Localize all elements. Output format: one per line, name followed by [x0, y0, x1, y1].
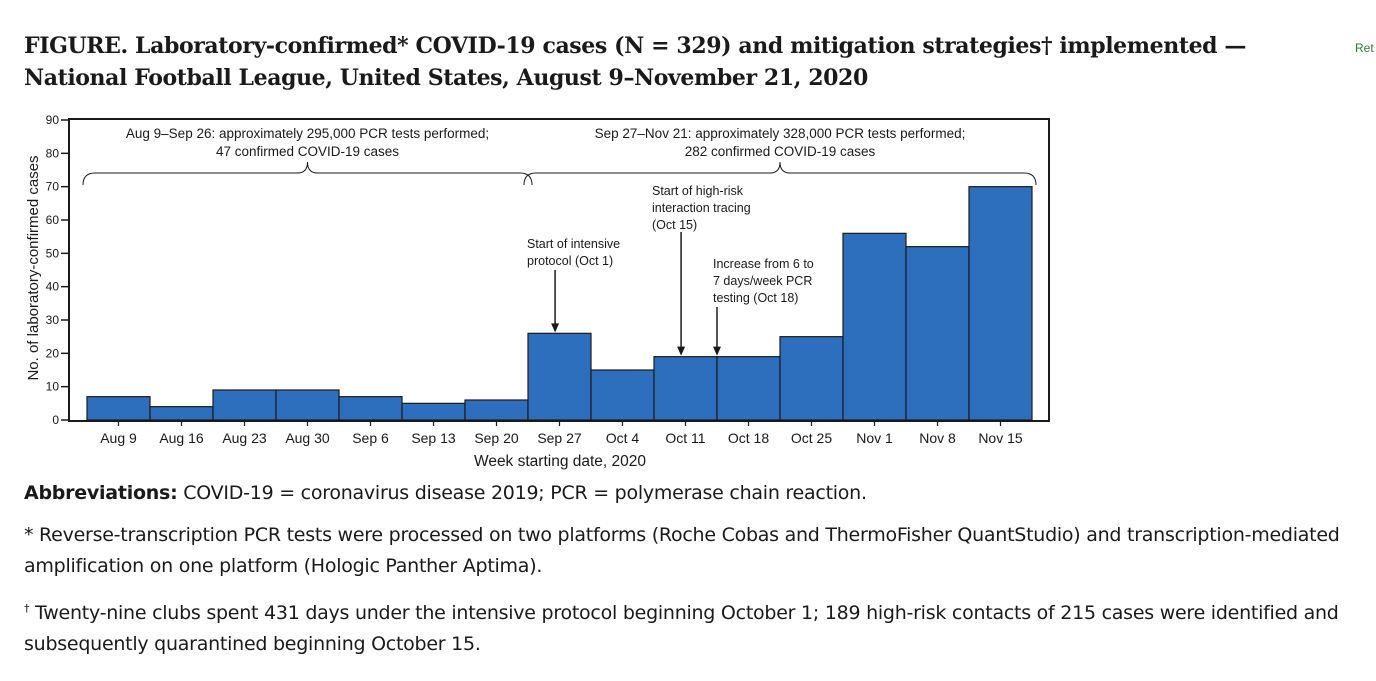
dagger-footnote: † Twenty-nine clubs spent 431 days under…	[24, 593, 1369, 661]
annotation-arrowhead-1	[551, 323, 560, 333]
bar-oct-18	[716, 356, 781, 421]
x-tick-label: Sep 20	[474, 430, 519, 446]
bar-sep-6	[338, 396, 403, 421]
period-label-line1: Sep 27–Nov 21: approximately 328,000 PCR…	[595, 126, 966, 141]
y-tick-label-60: 60	[46, 213, 60, 227]
annotation-arrowhead-2	[677, 346, 686, 356]
period-brace-2	[523, 161, 1037, 186]
dagger-symbol: †	[24, 601, 30, 615]
x-tick-label: Nov 1	[856, 430, 893, 446]
x-tick-label: Oct 25	[791, 430, 832, 446]
y-tick-label-50: 50	[46, 246, 60, 260]
x-tick-label: Aug 16	[159, 430, 204, 446]
bar-sep-27	[527, 332, 592, 421]
y-tick-label-90: 90	[46, 113, 60, 127]
asterisk-footnote: * Reverse-transcription PCR tests were p…	[24, 523, 1340, 578]
bar-aug-9	[86, 396, 151, 421]
y-tick-label-10: 10	[46, 380, 60, 394]
y-tick-label-0: 0	[52, 413, 59, 427]
x-tick-label: Sep 6	[352, 430, 389, 446]
annotation-arrowhead-3	[713, 346, 721, 356]
bar-oct-11	[653, 356, 718, 421]
period-label-line1: Aug 9–Sep 26: approximately 295,000 PCR …	[126, 126, 489, 141]
annotation-text-1: protocol (Oct 1)	[527, 254, 613, 268]
x-tick-label: Sep 27	[537, 430, 582, 446]
period-brace-1	[82, 161, 533, 186]
x-tick-label: Oct 4	[606, 430, 640, 446]
bars	[86, 186, 1033, 421]
return-link[interactable]: Ret	[1355, 41, 1374, 55]
abbreviations-note: Abbreviations: COVID-19 = coronavirus di…	[24, 478, 1369, 510]
annotation-text-3: Increase from 6 to	[713, 257, 814, 271]
x-tick-label: Sep 13	[411, 430, 456, 446]
period-braces: Aug 9–Sep 26: approximately 295,000 PCR …	[82, 126, 1037, 186]
x-tick-label: Nov 15	[978, 430, 1023, 446]
covid-cases-bar-chart: No. of laboratory-confirmed cases 0 10 20 3…	[25, 113, 1050, 470]
annotation-text-2: (Oct 15)	[652, 218, 697, 232]
abbreviations-text: COVID-19 = coronavirus disease 2019; PCR…	[177, 482, 867, 504]
figure-notes: Abbreviations: COVID-19 = coronavirus di…	[24, 478, 1369, 671]
period-label-line2: 47 confirmed COVID-19 cases	[216, 144, 399, 159]
period-label-line2: 282 confirmed COVID-19 cases	[685, 144, 876, 159]
x-tick-label: Oct 18	[728, 430, 769, 446]
abbreviations-label: Abbreviations:	[24, 482, 178, 504]
bar-aug-23	[212, 389, 277, 421]
y-axis-label: No. of laboratory-confirmed cases	[25, 155, 42, 380]
y-tick-label-20: 20	[46, 346, 60, 360]
y-tick-label-30: 30	[46, 313, 60, 327]
annotation-text-3: testing (Oct 18)	[713, 291, 798, 305]
bar-sep-20	[464, 399, 529, 421]
x-tick-label: Aug 30	[285, 430, 330, 446]
x-tick-label: Nov 8	[919, 430, 956, 446]
dagger-footnote-text: Twenty-nine clubs spent 431 days under t…	[24, 601, 1339, 656]
bar-sep-13	[401, 402, 466, 421]
x-tick-label: Aug 9	[100, 430, 137, 446]
y-tick-label-70: 70	[46, 180, 60, 194]
x-tick-label: Aug 23	[222, 430, 267, 446]
y-axis: 0 10 20 30 40 50 60 70 80 90	[46, 113, 70, 427]
x-axis-label: Week starting date, 2020	[474, 453, 646, 470]
annotations: Start of intensive protocol (Oct 1) Start …	[527, 184, 814, 356]
annotation-text-1: Start of intensive	[527, 237, 620, 251]
annotation-text-2: Start of high-risk	[652, 184, 744, 198]
bar-nov-8	[905, 246, 970, 421]
annotation-text-2: interaction tracing	[652, 201, 751, 215]
bar-aug-30	[275, 389, 340, 421]
bar-nov-15	[968, 186, 1033, 421]
bar-oct-25	[779, 336, 844, 421]
y-tick-label-40: 40	[46, 280, 60, 294]
x-axis: Aug 9 Aug 16 Aug 23 Aug 30 Sep 6 Sep 13 Sep 20…	[100, 421, 1023, 446]
figure-title: FIGURE. Laboratory-confirmed* COVID-19 c…	[24, 33, 1247, 91]
bar-aug-16	[149, 406, 214, 421]
bar-oct-4	[590, 369, 655, 421]
bar-nov-1	[842, 232, 907, 421]
annotation-text-3: 7 days/week PCR	[713, 274, 812, 288]
y-tick-label-80: 80	[46, 146, 60, 160]
x-tick-label: Oct 11	[665, 430, 705, 446]
